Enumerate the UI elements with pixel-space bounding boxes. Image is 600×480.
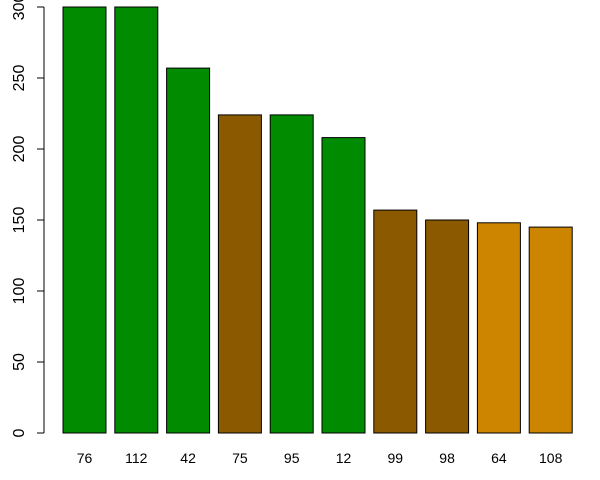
y-tick-label: 0 bbox=[11, 428, 28, 437]
x-axis-labels: 76 112 42 75 95 12 99 98 64 108 bbox=[77, 450, 563, 466]
bar-76 bbox=[62, 6, 107, 434]
bar-12 bbox=[321, 137, 366, 434]
x-category-label: 42 bbox=[180, 450, 196, 466]
bar-98 bbox=[425, 219, 470, 434]
x-category-label: 95 bbox=[284, 450, 300, 466]
x-category-label: 76 bbox=[77, 450, 93, 466]
x-category-label: 99 bbox=[388, 450, 404, 466]
x-category-label: 12 bbox=[336, 450, 352, 466]
y-tick-label: 200 bbox=[11, 136, 28, 163]
x-category-label: 108 bbox=[539, 450, 563, 466]
x-category-label: 112 bbox=[125, 450, 148, 466]
x-category-label: 75 bbox=[232, 450, 248, 466]
x-category-label: 98 bbox=[439, 450, 455, 466]
bars-group bbox=[62, 6, 573, 434]
bar-64 bbox=[476, 222, 521, 434]
y-tick-label: 100 bbox=[11, 278, 28, 305]
y-axis: 0 50 100 150 200 250 300 bbox=[11, 0, 45, 437]
x-category-label: 64 bbox=[491, 450, 507, 466]
y-tick-label: 250 bbox=[11, 65, 28, 92]
bar-112 bbox=[114, 6, 159, 434]
y-tick-label: 50 bbox=[11, 353, 28, 371]
bar-75 bbox=[217, 114, 262, 434]
y-tick-label: 150 bbox=[11, 207, 28, 234]
bar-42 bbox=[166, 67, 211, 434]
bar-99 bbox=[373, 209, 418, 434]
bar-108 bbox=[528, 226, 573, 434]
y-tick-label: 300 bbox=[11, 0, 28, 20]
bar-95 bbox=[269, 114, 314, 434]
